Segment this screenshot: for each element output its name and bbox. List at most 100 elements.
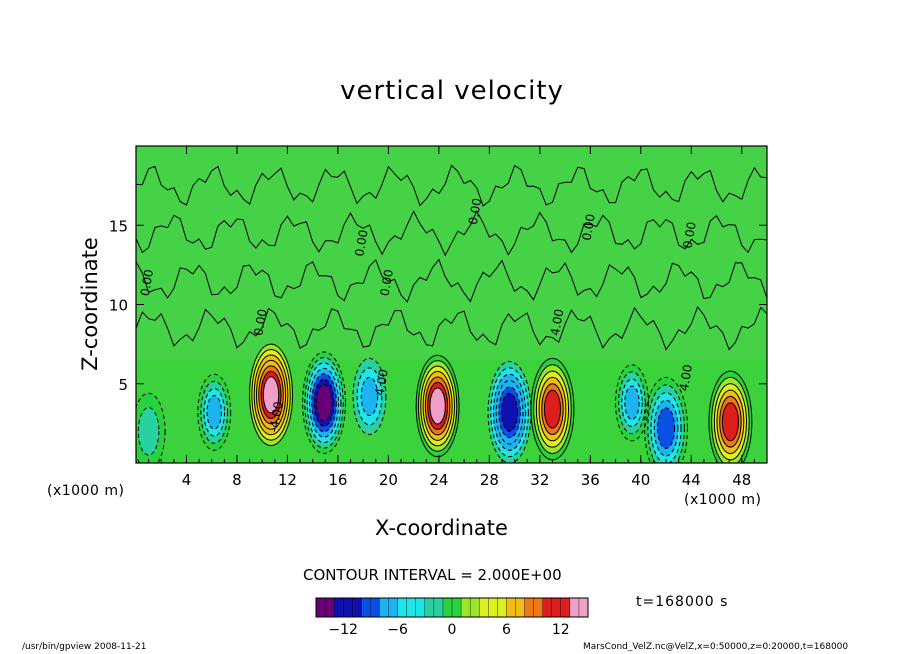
colorbar-cell — [424, 598, 435, 617]
contour-line — [624, 385, 640, 420]
contour-line — [315, 384, 333, 422]
contour-line — [490, 367, 529, 458]
contour-line — [644, 376, 688, 463]
contour-interval-label: CONTOUR INTERVAL = 2.000E+00 — [303, 566, 562, 584]
colorbar-cell — [442, 598, 453, 617]
field-band — [429, 387, 446, 425]
x-tick-label: 24 — [429, 471, 448, 489]
colorbar-tick-label: −12 — [328, 622, 358, 638]
field-band — [138, 407, 159, 456]
contour-line — [647, 384, 685, 463]
contour-line — [708, 370, 753, 463]
y-tick-label: 5 — [118, 376, 128, 394]
x-tick-label: 4 — [182, 471, 192, 489]
contour-line — [415, 354, 460, 458]
footer-right: MarsCond_VelZ.nc@VelZ,x=0:50000,z=0:2000… — [583, 642, 849, 652]
colorbar-cell — [388, 598, 399, 617]
x-tick-label: 8 — [232, 471, 242, 489]
colorbar-cell — [479, 598, 489, 617]
contour-line — [206, 395, 222, 430]
field-band — [624, 386, 640, 420]
contour-line — [417, 360, 458, 452]
contour-line — [618, 371, 646, 435]
contour-label: 4.00 — [548, 308, 566, 337]
contour-label: 0.00 — [352, 229, 370, 258]
extremum-downdraft-2 — [353, 358, 386, 435]
contour-line — [716, 389, 745, 454]
colorbar-tick-label: 6 — [502, 622, 511, 638]
contour-line — [615, 364, 649, 442]
colorbar-cell — [333, 598, 344, 617]
contour-label: 0.00 — [680, 221, 698, 250]
colorbar-cell — [497, 598, 508, 617]
contour-label: 0.00 — [466, 197, 484, 226]
contour-line — [200, 380, 229, 444]
colorbar-tick-label: −6 — [387, 622, 408, 638]
contour-line — [427, 381, 449, 430]
colorbar-cell — [551, 598, 562, 617]
contour-line — [262, 376, 280, 414]
colorbar-tick-label: 12 — [552, 622, 570, 638]
field-band — [207, 395, 222, 429]
contour-label: 4.00 — [677, 363, 695, 392]
colorbar-tick-label: 0 — [448, 622, 457, 638]
field-band — [263, 376, 279, 413]
colorbar-cell — [460, 598, 471, 617]
colorbar-cell — [406, 598, 417, 617]
contour-line — [302, 351, 346, 454]
contour-line — [251, 349, 291, 441]
contour-line — [495, 380, 524, 445]
colorbar-cell — [451, 598, 462, 617]
contour-line — [356, 367, 383, 426]
contour-label: 4.00 — [373, 368, 391, 397]
contour-label: 0.00 — [251, 308, 269, 337]
colorbar-cell — [433, 598, 444, 617]
colorbar-cell — [324, 598, 335, 617]
contour-line — [650, 392, 682, 463]
x-axis-unit: (x1000 m) — [684, 492, 762, 508]
contour-line — [533, 364, 572, 454]
contour-line — [498, 386, 521, 439]
contour-line — [260, 370, 282, 419]
x-tick-label: 48 — [732, 471, 751, 489]
contour-line — [424, 376, 451, 436]
contour-label: -4.00 — [267, 400, 286, 433]
colorbar-cell — [488, 598, 499, 617]
contour-line — [535, 370, 570, 448]
contour-line — [304, 356, 344, 449]
colorbar-cell — [578, 598, 588, 617]
contour-line — [711, 376, 750, 463]
contour-line — [311, 373, 337, 433]
x-tick-label: 20 — [379, 471, 398, 489]
y-axis-unit: (x1000 m) — [47, 483, 125, 499]
field-band — [657, 407, 675, 449]
colorbar-cell — [506, 598, 517, 617]
contour-line — [255, 359, 287, 430]
contour-line — [306, 362, 342, 444]
contour-line — [538, 376, 567, 442]
x-tick-label: 36 — [581, 471, 600, 489]
contour-label: 0.00 — [579, 213, 597, 242]
contour-line — [543, 389, 562, 429]
x-tick-label: 16 — [328, 471, 347, 489]
zero-contour — [136, 164, 767, 207]
contour-line — [197, 373, 232, 451]
contour-line — [352, 357, 387, 435]
contour-line — [721, 402, 739, 442]
y-tick-label: 10 — [109, 297, 128, 315]
colorbar-cell — [352, 598, 363, 617]
zero-contour — [136, 258, 767, 303]
colorbar-cell — [316, 598, 326, 617]
x-axis-label: X-coordinate — [375, 516, 508, 540]
y-tick-label: 15 — [109, 217, 128, 235]
contour-label: 0.00 — [378, 268, 396, 297]
contour-line — [492, 373, 527, 451]
contour-line — [249, 343, 293, 447]
zero-contour — [136, 210, 767, 257]
colorbar-cell — [379, 598, 390, 617]
contour-line — [713, 383, 747, 461]
field-band — [501, 393, 518, 432]
x-tick-label: 40 — [631, 471, 650, 489]
contour-label: 0.00 — [138, 268, 156, 297]
